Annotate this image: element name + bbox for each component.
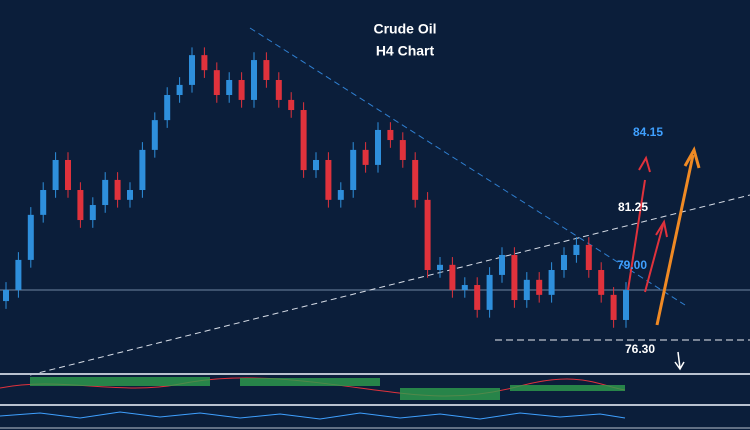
indicator-panel: [0, 373, 750, 429]
oscillator-line: [0, 411, 626, 420]
plot: [0, 27, 750, 376]
candle-body: [263, 60, 270, 80]
candle-body: [499, 254, 505, 275]
orange-arrow: [655, 154, 695, 326]
histogram: [400, 388, 500, 400]
candle-body: [387, 129, 394, 141]
level-label: 76.30: [625, 342, 655, 356]
candle-body: [226, 79, 233, 96]
arrow-head: [638, 155, 651, 173]
candle-body: [238, 79, 245, 100]
level-label: 81.25: [618, 200, 648, 214]
red-arrow: [644, 224, 664, 293]
candle-body: [201, 55, 208, 71]
candle-body: [561, 254, 567, 271]
candle-body: [213, 70, 220, 96]
candle-body: [585, 244, 592, 271]
down-arrow: [674, 351, 685, 371]
chart-title: Crude Oil: [373, 21, 436, 37]
candle-body: [536, 279, 543, 295]
candle-body: [623, 289, 629, 320]
candle-body: [102, 179, 109, 206]
candle-body: [474, 285, 481, 310]
uptrend-line: [29, 194, 750, 376]
candle-body: [548, 270, 555, 295]
candle-body: [65, 159, 71, 191]
candle-body: [437, 264, 443, 271]
candle-body: [164, 95, 171, 121]
candle-body: [3, 289, 9, 302]
candle-body: [313, 159, 319, 171]
candle-body: [127, 190, 133, 200]
candle-body: [139, 149, 146, 191]
arrows: [627, 146, 701, 371]
panel-border: [0, 373, 750, 375]
histogram: [240, 378, 380, 386]
panel-border: [0, 404, 750, 406]
arrow-head: [655, 219, 668, 238]
candle-body: [399, 140, 406, 160]
candle-body: [325, 159, 332, 200]
candle-body: [176, 84, 183, 96]
downtrend-line: [249, 27, 686, 306]
red-arrow: [627, 179, 646, 291]
candle-body: [40, 190, 47, 215]
candle-body: [461, 285, 468, 290]
candle-body: [151, 120, 158, 150]
candle-body: [511, 254, 518, 301]
level-label: 84.15: [633, 125, 663, 139]
candle-body: [573, 244, 580, 255]
candle-body: [77, 190, 84, 221]
level-label: 79.00: [617, 258, 647, 272]
chart-subtitle: H4 Chart: [376, 43, 435, 59]
candle-body: [251, 60, 257, 100]
candle-body: [288, 99, 295, 111]
candle-body: [424, 199, 431, 271]
candle-body: [412, 159, 419, 200]
candle-body: [523, 279, 530, 301]
histogram: [510, 385, 625, 391]
candle-body: [27, 214, 34, 260]
candle-body: [375, 129, 381, 165]
candle-body: [15, 259, 22, 290]
candle-body: [114, 179, 121, 200]
candle-body: [337, 190, 344, 200]
candle-body: [189, 55, 195, 85]
candle-body: [486, 274, 493, 310]
candle-body: [275, 79, 282, 100]
candle-body: [52, 159, 59, 191]
candle-body: [89, 205, 96, 221]
histogram: [30, 377, 210, 386]
candle-body: [362, 149, 369, 165]
candle-body: [598, 270, 605, 295]
candle-body: [300, 110, 307, 171]
signal-line: [0, 377, 626, 397]
candle-body: [449, 264, 456, 290]
candle-body: [610, 294, 617, 320]
arrow-head: [683, 146, 701, 169]
candle-body: [350, 149, 357, 191]
